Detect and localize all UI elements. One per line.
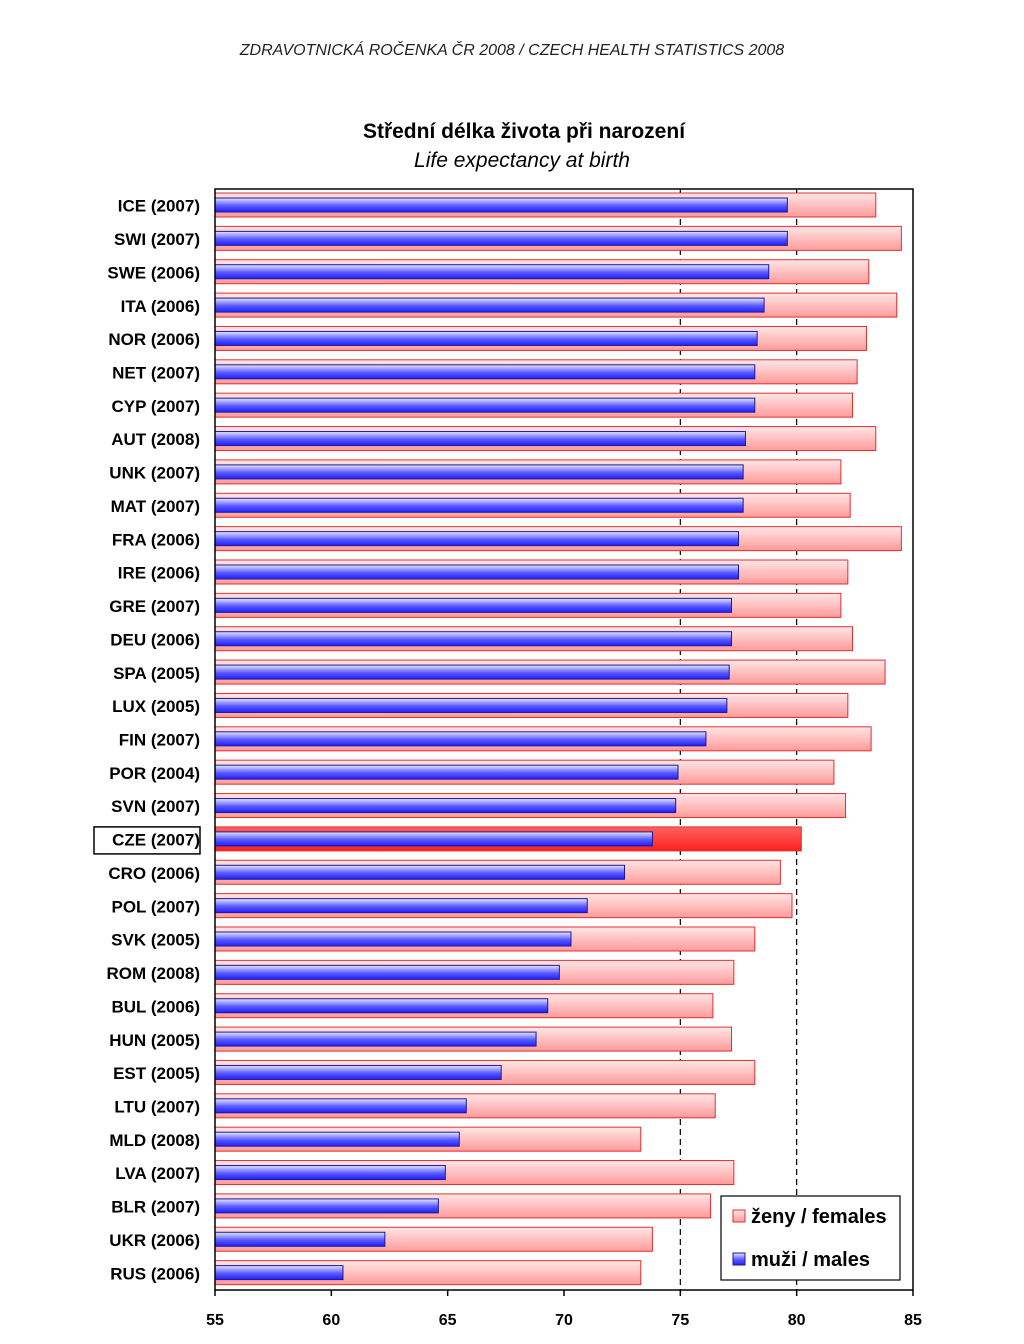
legend-box bbox=[720, 1195, 901, 1281]
legend: ženy / females muži / males bbox=[720, 1195, 901, 1281]
category-label: SVK (2005) bbox=[111, 931, 200, 950]
category-label: CYP (2007) bbox=[111, 397, 200, 416]
male-bar bbox=[214, 1231, 386, 1247]
category-label: FRA (2006) bbox=[112, 530, 200, 549]
male-bar bbox=[214, 297, 765, 313]
male-bar bbox=[214, 531, 739, 547]
male-bar bbox=[214, 264, 770, 280]
male-bar bbox=[214, 864, 625, 880]
male-bar bbox=[214, 964, 560, 980]
category-label: BUL (2006) bbox=[112, 997, 201, 1016]
male-bar bbox=[214, 564, 739, 580]
male-bar bbox=[214, 998, 549, 1014]
category-label: AUT (2008) bbox=[111, 430, 200, 449]
legend-label-females: ženy / females bbox=[751, 1206, 887, 1228]
plot-frame bbox=[214, 188, 914, 1291]
category-label: MLD (2008) bbox=[109, 1131, 200, 1150]
male-bar bbox=[214, 1265, 344, 1281]
x-tick-label: 85 bbox=[904, 1312, 922, 1329]
category-label: BLR (2007) bbox=[111, 1198, 200, 1217]
male-bar bbox=[214, 230, 788, 246]
category-label: POR (2004) bbox=[109, 764, 200, 783]
male-bar bbox=[214, 1198, 439, 1214]
category-label: LVA (2007) bbox=[115, 1164, 200, 1183]
male-bar bbox=[214, 731, 707, 747]
male-bar bbox=[214, 1031, 537, 1047]
category-label: SWE (2006) bbox=[107, 263, 200, 282]
male-bar bbox=[214, 497, 744, 513]
male-bar bbox=[214, 330, 758, 346]
male-bar bbox=[214, 364, 756, 380]
category-label: NET (2007) bbox=[112, 364, 200, 383]
page-header: ZDRAVOTNICKÁ ROČENKA ČR 2008 / CZECH HEA… bbox=[239, 42, 785, 59]
category-label: LUX (2005) bbox=[112, 697, 200, 716]
category-label: IRE (2006) bbox=[118, 564, 200, 583]
legend-label-males: muži / males bbox=[751, 1249, 870, 1271]
category-label: SPA (2005) bbox=[113, 664, 200, 683]
category-label: MAT (2007) bbox=[111, 497, 200, 516]
category-label: UNK (2007) bbox=[109, 464, 200, 483]
male-bar bbox=[214, 597, 733, 613]
chart-title: Střední délka života při narození bbox=[362, 120, 686, 143]
x-tick-label: 60 bbox=[322, 1312, 340, 1329]
legend-swatch-females bbox=[732, 1209, 746, 1223]
male-bar bbox=[214, 697, 728, 713]
x-tick-label: 70 bbox=[555, 1312, 573, 1329]
category-label: UKR (2006) bbox=[109, 1231, 200, 1250]
male-bar bbox=[214, 798, 677, 814]
chart-subtitle: Life expectancy at birth bbox=[414, 149, 630, 172]
male-bar bbox=[214, 1098, 467, 1114]
category-label: EST (2005) bbox=[113, 1064, 200, 1083]
category-label: ROM (2008) bbox=[106, 964, 200, 983]
category-label: FIN (2007) bbox=[119, 731, 200, 750]
x-tick-label: 75 bbox=[671, 1312, 689, 1329]
category-label: SWI (2007) bbox=[114, 230, 200, 249]
category-label: HUN (2005) bbox=[109, 1031, 200, 1050]
male-bar bbox=[214, 1131, 460, 1147]
category-label: POL (2007) bbox=[111, 897, 200, 916]
male-bar bbox=[214, 431, 746, 447]
category-label: LTU (2007) bbox=[114, 1098, 200, 1117]
male-bar bbox=[214, 931, 572, 947]
male-bar bbox=[214, 197, 788, 213]
male-bar bbox=[214, 898, 588, 914]
x-tick-label: 65 bbox=[439, 1312, 457, 1329]
category-label: DEU (2006) bbox=[110, 630, 200, 649]
legend-swatch-males bbox=[732, 1252, 746, 1266]
male-bar bbox=[214, 631, 733, 647]
category-label: CRO (2006) bbox=[108, 864, 200, 883]
category-label: GRE (2007) bbox=[109, 597, 200, 616]
male-bar bbox=[214, 831, 653, 847]
male-bar bbox=[214, 1064, 502, 1080]
male-bar bbox=[214, 397, 756, 413]
x-tick-label: 80 bbox=[788, 1312, 806, 1329]
category-label: CZE (2007) bbox=[112, 831, 200, 850]
male-bar bbox=[214, 1165, 446, 1181]
category-label: ITA (2006) bbox=[121, 297, 200, 316]
male-bar bbox=[214, 664, 730, 680]
category-label: ICE (2007) bbox=[118, 197, 200, 216]
male-bar bbox=[214, 464, 744, 480]
category-label: NOR (2006) bbox=[108, 330, 200, 349]
highlight-box bbox=[93, 826, 201, 855]
category-label: RUS (2006) bbox=[110, 1264, 200, 1283]
category-label: SVN (2007) bbox=[111, 797, 200, 816]
x-tick-label: 55 bbox=[206, 1312, 224, 1329]
male-bar bbox=[214, 764, 679, 780]
